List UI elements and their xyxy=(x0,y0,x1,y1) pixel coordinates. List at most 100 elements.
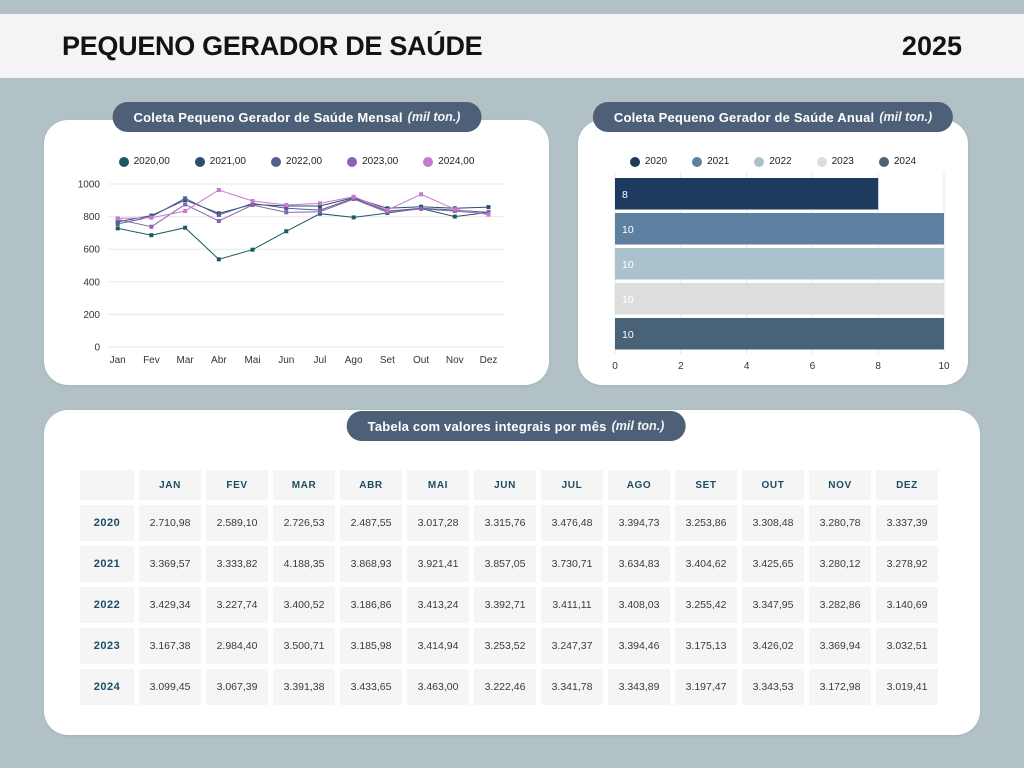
monthly-chart-title: Coleta Pequeno Gerador de Saúde Mensal xyxy=(133,109,403,125)
legend-dot-icon xyxy=(270,156,281,167)
monthly-chart-legend: 2020,00 2021,00 2022,00 2023,00 2024,00 xyxy=(44,156,549,167)
table-value-cell: 3.394,73 xyxy=(608,505,670,541)
data-point-marker xyxy=(351,194,356,199)
bar xyxy=(615,213,944,245)
data-point-marker xyxy=(183,196,188,201)
table-header-cell: DEZ xyxy=(876,470,938,500)
bar-value-label: 10 xyxy=(622,294,634,306)
data-point-marker xyxy=(419,192,424,197)
data-point-marker xyxy=(250,198,255,203)
data-point-marker xyxy=(284,210,289,215)
x-axis-label: Jul xyxy=(314,355,327,366)
legend-label: 2024 xyxy=(893,156,917,167)
table-value-cell: 3.341,78 xyxy=(541,669,603,705)
legend-item: 2023,00 xyxy=(347,156,398,167)
table-value-cell: 3.433,65 xyxy=(340,669,402,705)
x-axis-label: Set xyxy=(380,355,395,366)
data-point-marker xyxy=(385,210,390,215)
bar-value-label: 10 xyxy=(622,329,634,341)
table-header-cell: MAI xyxy=(407,470,469,500)
table-value-cell: 3.400,52 xyxy=(273,587,335,623)
y-axis-label: 0 xyxy=(94,343,100,354)
x-axis-label: Abr xyxy=(211,355,227,366)
data-point-marker xyxy=(452,214,457,219)
table-value-cell: 3.391,38 xyxy=(273,669,335,705)
table-value-cell: 3.921,41 xyxy=(407,546,469,582)
legend-dot-icon xyxy=(347,156,358,167)
header-year: 2025 xyxy=(901,30,962,61)
table-value-cell: 3.017,28 xyxy=(407,505,469,541)
data-point-marker xyxy=(284,229,289,234)
legend-dot-icon xyxy=(692,156,703,167)
legend-label: 2021 xyxy=(707,156,730,167)
legend-item: 2021 xyxy=(692,156,729,167)
legend-item: 2022 xyxy=(754,156,792,167)
table-value-cell: 3.247,37 xyxy=(541,628,603,664)
bar xyxy=(615,318,944,350)
table-value-cell: 3.167,38 xyxy=(139,628,201,664)
data-point-marker xyxy=(284,203,289,208)
series-line xyxy=(117,207,489,260)
data-point-marker xyxy=(486,205,491,210)
series-line xyxy=(117,197,489,223)
table-year-cell: 2021 xyxy=(80,546,134,582)
table-value-cell: 2.589,10 xyxy=(206,505,268,541)
annual-chart-card: 2020 2021 2022 2023 2024 0 2 4 6 8 10 8 10 10 10 10 xyxy=(578,120,968,385)
bar xyxy=(615,283,944,315)
data-point-marker xyxy=(250,203,255,208)
series-line xyxy=(117,197,489,225)
table-value-cell: 3.099,45 xyxy=(139,669,201,705)
annual-chart-legend: 2020 2021 2022 2023 2024 xyxy=(578,156,968,167)
table-unit: (mil ton.) xyxy=(611,419,665,433)
data-point-marker xyxy=(149,233,154,238)
x-axis-label: Fev xyxy=(143,355,160,366)
table-value-cell: 3.500,71 xyxy=(273,628,335,664)
table-value-cell: 3.425,65 xyxy=(742,546,804,582)
data-point-marker xyxy=(250,247,255,252)
data-point-marker xyxy=(452,207,457,212)
series-line xyxy=(117,189,489,219)
x-axis-label: Jan xyxy=(110,355,126,366)
legend-item: 2022,00 xyxy=(270,156,322,167)
table-value-cell: 3.282,86 xyxy=(809,587,871,623)
data-point-marker xyxy=(149,215,154,220)
table-value-cell: 3.067,39 xyxy=(206,669,268,705)
table-value-cell: 2.726,53 xyxy=(273,505,335,541)
y-axis-label: 200 xyxy=(83,310,100,321)
table-value-cell: 3.476,48 xyxy=(541,505,603,541)
table-value-cell: 3.255,42 xyxy=(675,587,737,623)
monthly-line-chart: 1000 800 600 400 200 0 Jan Fev Mar Abr Mai Jun Jul Ag… xyxy=(78,180,504,366)
table-year-cell: 2023 xyxy=(80,628,134,664)
data-point-marker xyxy=(351,215,356,220)
x-axis-label: Mar xyxy=(177,355,195,366)
data-point-marker xyxy=(183,225,188,230)
x-axis-label: 8 xyxy=(875,361,881,372)
legend-label: 2022 xyxy=(769,156,792,167)
table-header-cell: ABR xyxy=(340,470,402,500)
data-point-marker xyxy=(351,196,356,201)
bar-value-label: 8 xyxy=(622,189,628,201)
y-axis-label: 1000 xyxy=(78,180,101,191)
table-value-cell: 3.463,00 xyxy=(407,669,469,705)
table-value-cell: 3.404,62 xyxy=(675,546,737,582)
data-point-marker xyxy=(317,209,322,214)
legend-item: 2024,00 xyxy=(423,156,474,167)
table-header-cell: JUL xyxy=(541,470,603,500)
data-point-marker xyxy=(149,224,154,229)
x-axis-label: Jun xyxy=(278,355,294,366)
page-title: PEQUENO GERADOR DE SAÚDE xyxy=(62,30,483,61)
x-axis-label: Nov xyxy=(446,355,464,366)
table-value-cell: 3.369,57 xyxy=(139,546,201,582)
data-point-marker xyxy=(216,257,221,262)
legend-dot-icon xyxy=(118,156,129,167)
table-value-cell: 3.347,95 xyxy=(742,587,804,623)
annual-chart-title: Coleta Pequeno Gerador de Saúde Anual xyxy=(613,109,875,125)
legend-label: 2021,00 xyxy=(209,156,246,167)
table-header-cell: FEV xyxy=(206,470,268,500)
data-point-marker xyxy=(183,202,188,207)
monthly-table-grid: JAN FEV MAR ABR MAI JUN JUL AGO SET OUT NOV DEZ 2020… xyxy=(80,470,938,705)
y-axis-label: 400 xyxy=(83,277,100,288)
table-value-cell: 3.429,34 xyxy=(139,587,201,623)
data-point-marker xyxy=(115,221,120,226)
data-point-marker xyxy=(317,201,322,206)
